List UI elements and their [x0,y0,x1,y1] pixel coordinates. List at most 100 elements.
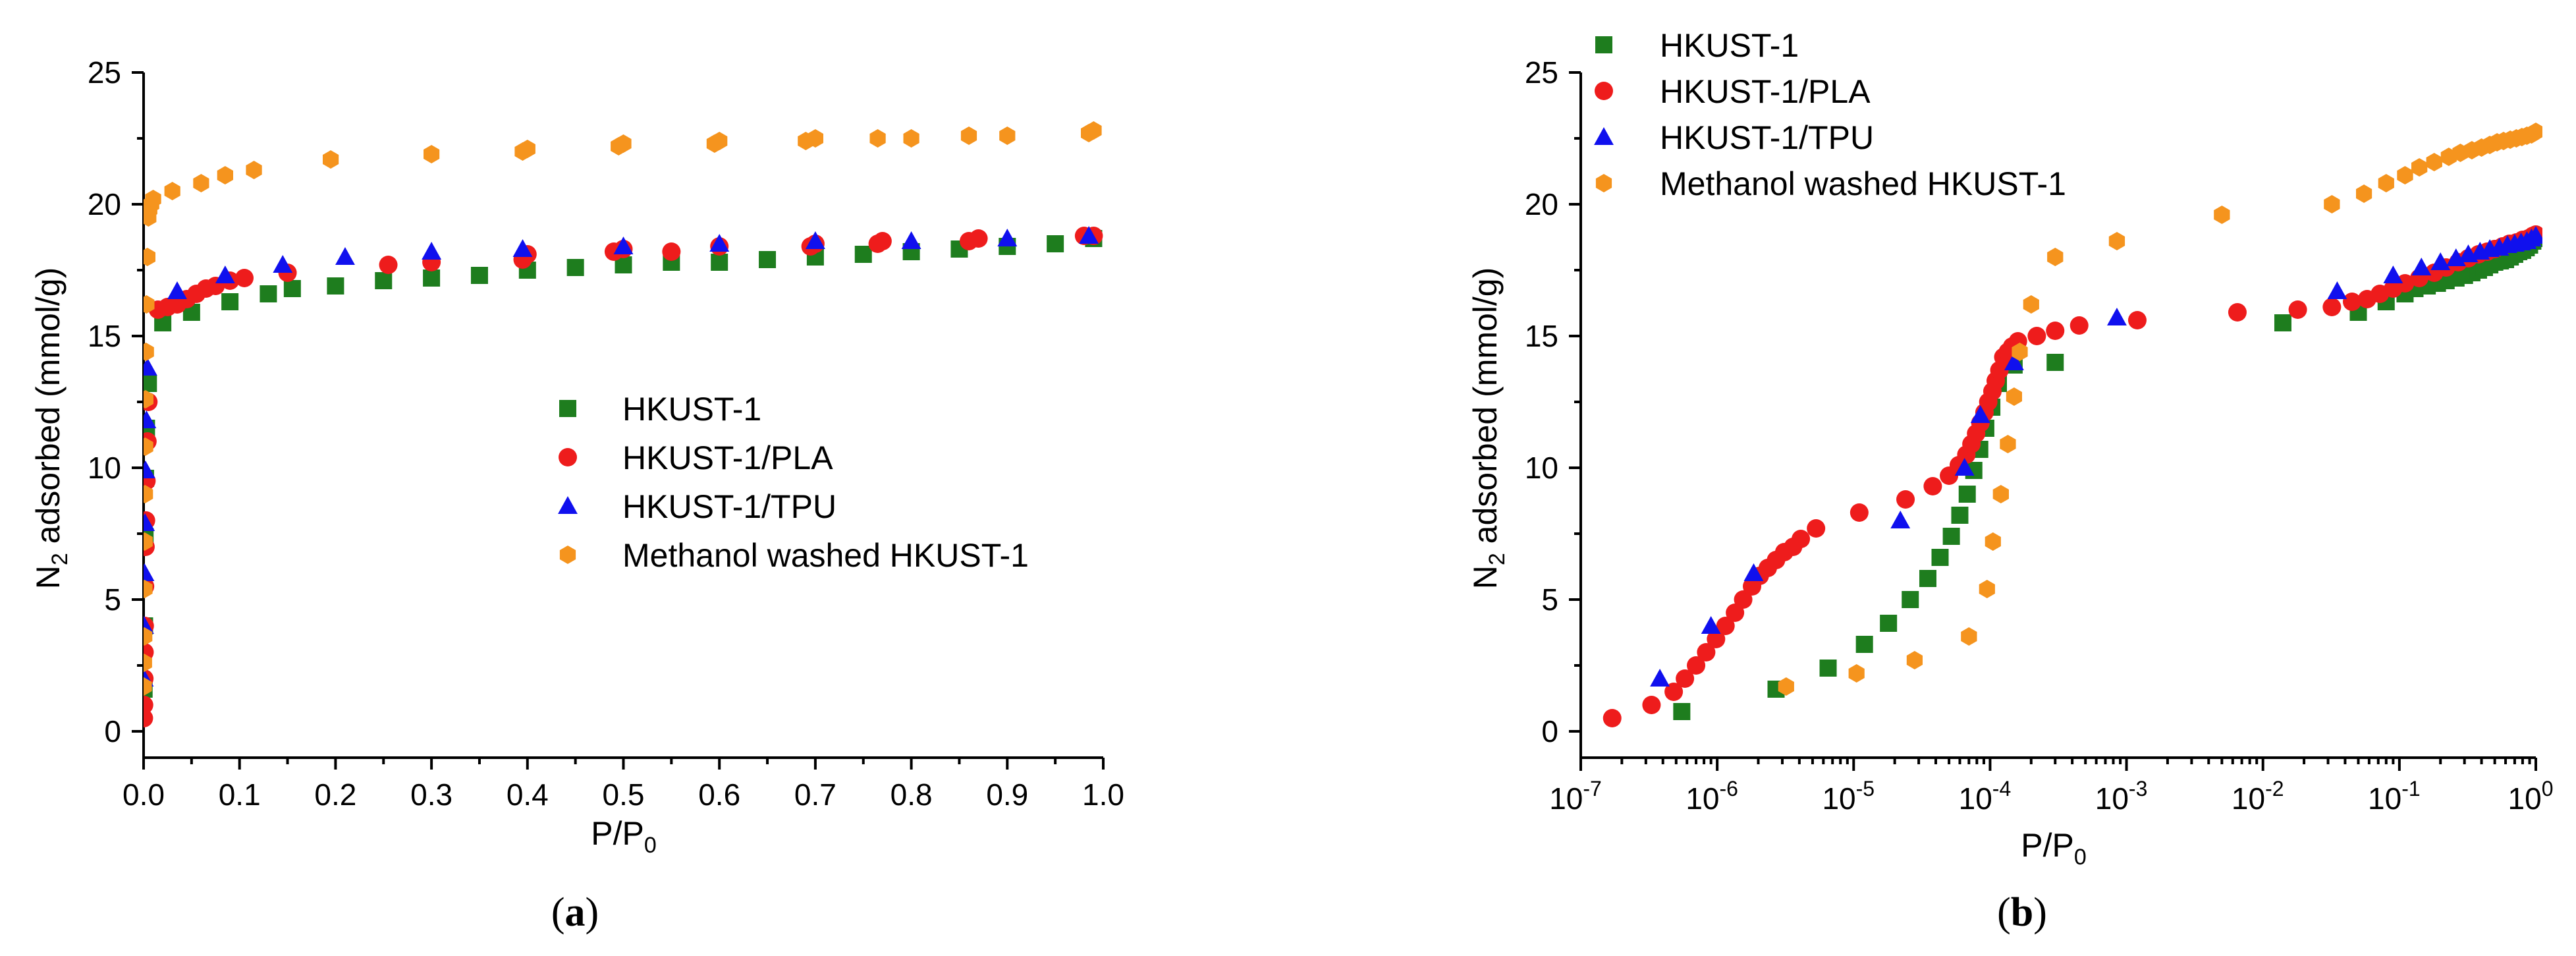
legend-marker-hkust-1-pla [559,448,577,466]
y-tick-label: 20 [88,187,121,221]
panel-b-legend-label: HKUST-1/PLA [1660,73,1871,110]
x-tick-label: 0.5 [603,777,645,812]
data-point [2108,232,2125,250]
data-point [1951,507,1969,524]
data-point [512,239,533,257]
data-point [144,461,155,478]
data-point [2383,266,2403,283]
series-hkust-1-tpu [1650,226,2542,687]
series-hkust-1-pla [144,227,1103,727]
data-point [375,272,393,289]
data-point [2378,174,2394,192]
data-point [2430,252,2451,270]
data-point [215,266,235,283]
data-point [2397,166,2413,184]
data-point [2006,387,2022,406]
data-point [1931,549,1949,566]
data-point [960,127,977,145]
data-point [2327,281,2347,299]
panel-a-y-label: N2 adsorbed (mmol/g) [30,267,72,590]
x-tick-label: 1.0 [1082,777,1124,812]
data-point [144,654,152,672]
data-point [144,437,153,456]
data-point [2004,352,2024,370]
panel-b-legend: HKUST-1 HKUST-1/PLA HKUST-1/TPU Methanol… [1594,27,2066,202]
data-point [1726,604,1745,622]
data-point [1642,696,1661,714]
data-point [615,134,632,153]
y-tick-label: 25 [88,55,121,90]
data-point [1673,703,1691,720]
x-tick-label: 10-5 [1822,777,1875,816]
panel-b-y-ticks: 0 5 10 15 20 25 [1525,55,1581,748]
x-tick-label: 0.8 [891,777,933,812]
x-tick-label: 0.9 [986,777,1028,812]
data-point [2274,314,2291,331]
x-tick-label: 0.6 [698,777,740,812]
data-point [2047,248,2064,266]
x-tick-label: 0.1 [219,777,261,812]
data-point [144,485,153,503]
data-point [519,140,535,158]
panel-a-legend-label: HKUST-1/TPU [622,488,836,525]
data-point [2411,258,2432,275]
data-point [711,132,728,150]
data-point [759,251,777,268]
data-point [1819,660,1837,677]
data-point [1970,405,1990,423]
panel-b-x-label: P/P0 [2021,827,2087,870]
data-point [2027,327,2046,345]
data-point [1985,532,2001,551]
series-hkust-1 [144,230,1103,698]
data-point [1792,530,1811,548]
data-point [422,242,442,260]
data-point [1942,528,1960,545]
data-point [164,182,180,200]
x-tick-label: 0.7 [794,777,836,812]
y-tick-label: 10 [1525,451,1558,485]
series-hkust-1 [1673,230,2542,720]
data-point [999,127,1016,145]
data-point [2000,435,2016,453]
panel-b-x-ticks: 10-7 10-6 10-5 10-4 10-3 10-2 10-1 100 [1549,758,2553,816]
y-tick-label: 5 [104,582,121,617]
data-point [1664,683,1684,701]
panel-b-legend-label: HKUST-1 [1660,27,1799,64]
data-point [335,247,355,265]
x-tick-label: 10-1 [2368,777,2421,816]
legend-marker-hkust-1-pla [1595,82,1613,100]
data-point [2324,195,2340,213]
data-point [1992,485,2009,503]
data-point [613,237,634,254]
data-point [873,232,892,250]
data-point [997,229,1018,246]
y-tick-label: 15 [88,319,121,353]
panel-a-x-ticks: 0.0 0.1 0.2 0.3 0.4 0.5 0.6 0.7 0.8 0.9 1.0 [123,758,1124,812]
data-point [2012,343,2028,361]
data-point [144,248,155,266]
data-point [1958,486,1976,503]
data-point [566,259,584,276]
data-point [1650,669,1670,687]
data-point [379,256,398,274]
data-point [260,285,277,302]
data-point [144,563,155,581]
data-point [1850,503,1869,522]
data-point [901,231,921,249]
data-point [869,129,886,148]
data-point [144,390,153,408]
x-tick-label: 0.3 [410,777,452,812]
legend-marker-hkust-1-tpu [1594,127,1614,145]
data-point [144,677,152,696]
panel-b-legend-label: Methanol washed HKUST-1 [1660,165,2066,202]
data-point [1855,636,1873,653]
y-tick-label: 25 [1525,55,1558,90]
legend-marker-methanol-washed-hkust-1 [1595,174,1612,192]
data-point [144,295,155,314]
y-tick-label: 20 [1525,187,1558,221]
data-point [1743,563,1764,581]
data-point [283,280,301,297]
data-point [144,627,153,646]
